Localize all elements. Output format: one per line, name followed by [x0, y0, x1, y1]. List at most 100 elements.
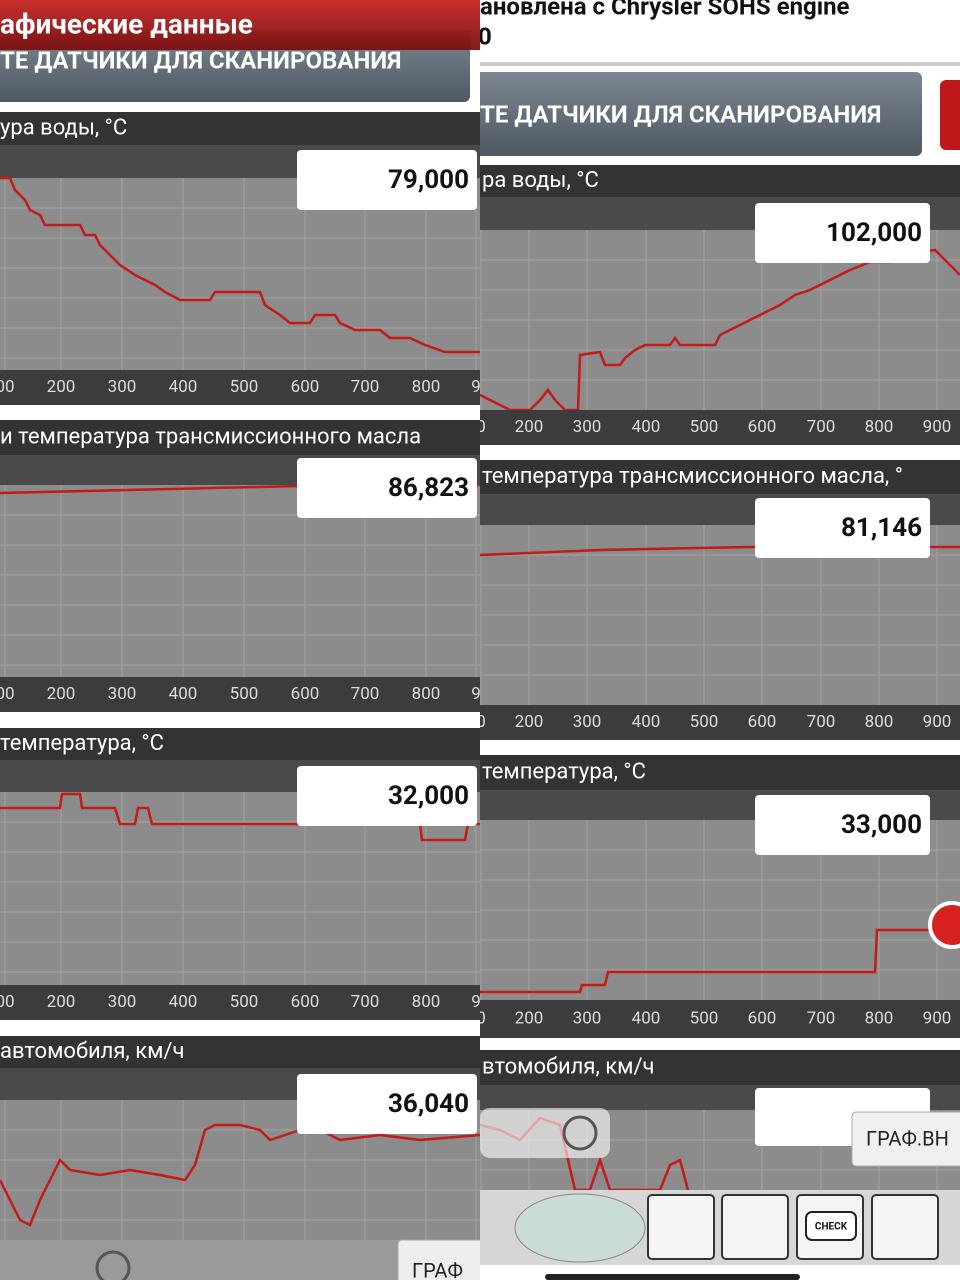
graph-label-bar	[0, 112, 480, 145]
x-tick-label: 300	[573, 712, 602, 732]
zoom-button[interactable]	[562, 1115, 598, 1151]
x-tick-label: 600	[748, 417, 777, 437]
x-tick-label: 500	[690, 712, 719, 732]
graph-label-bar	[480, 755, 960, 790]
x-tick-label: 500	[230, 992, 259, 1012]
x-tick-label: 9	[471, 992, 481, 1012]
graph-label: ра воды, °C	[482, 168, 599, 193]
graph-label: ура воды, °C	[0, 115, 127, 140]
x-tick-label: 200	[515, 712, 544, 732]
zoom-button[interactable]	[95, 1250, 131, 1280]
sensor-trace	[0, 792, 480, 842]
x-tick-label: 900	[923, 1008, 952, 1028]
value-box	[755, 498, 930, 558]
x-tick-label: 800	[865, 417, 894, 437]
check-icon	[805, 1211, 857, 1241]
x-tick-label: 0	[476, 417, 486, 437]
tick-bar	[0, 677, 480, 712]
graph-label-bar	[480, 460, 960, 494]
value-box	[297, 766, 477, 826]
sensor-trace	[480, 248, 960, 412]
graph-label: и температура трансмиссионного масла	[0, 424, 421, 449]
value-box	[297, 150, 477, 210]
graph-label: температура, °C	[0, 731, 164, 756]
tab[interactable]	[851, 1111, 960, 1167]
screen-title: афические данные	[0, 7, 253, 40]
x-tick-label: 900	[923, 712, 952, 732]
graph-label-bar	[0, 1036, 480, 1068]
x-tick-label: 500	[230, 684, 259, 704]
x-tick-label: 600	[748, 712, 777, 732]
x-tick-label: 300	[108, 992, 137, 1012]
x-tick-label: 200	[47, 992, 76, 1012]
x-tick-label: 0	[476, 1008, 486, 1028]
x-tick-label: 300	[573, 417, 602, 437]
toolbar-button[interactable]	[721, 1194, 789, 1260]
x-tick-label: 200	[47, 377, 76, 397]
x-tick-label: 700	[807, 712, 836, 732]
x-tick-label: 700	[351, 684, 380, 704]
exit-button[interactable]	[940, 80, 960, 150]
x-tick-label: 600	[291, 684, 320, 704]
x-tick-label: 400	[632, 417, 661, 437]
tick-bar	[480, 1000, 960, 1038]
tick-bar	[480, 410, 960, 445]
x-tick-label: 600	[748, 1008, 777, 1028]
value-readout: 86,823	[388, 473, 469, 503]
value-box	[755, 795, 930, 855]
x-tick-label: 900	[923, 417, 952, 437]
zoom-panel	[480, 1108, 610, 1158]
header-line: ановлена с Chrysler SOHS engine	[480, 0, 850, 20]
tab[interactable]	[397, 1239, 488, 1280]
x-tick-label: 800	[412, 684, 441, 704]
x-tick-label: 300	[573, 1008, 602, 1028]
x-tick-label: 800	[865, 1008, 894, 1028]
x-tick-label: 800	[412, 377, 441, 397]
title-bar	[0, 0, 480, 50]
graph-label: втомобиля, км/ч	[482, 1054, 655, 1079]
value-box	[297, 458, 477, 518]
x-tick-label: 500	[690, 417, 719, 437]
header-line: 0	[478, 22, 492, 50]
cursor-handle[interactable]	[928, 901, 960, 949]
graph-label-bar	[480, 1050, 960, 1085]
x-tick-label: 00	[0, 377, 15, 397]
value-box	[297, 1074, 477, 1134]
tab-label: ГРАФ	[412, 1258, 463, 1280]
x-tick-label: 700	[351, 377, 380, 397]
car-image	[514, 1193, 646, 1263]
home-indicator	[545, 1274, 800, 1280]
toolbar-button[interactable]	[871, 1194, 939, 1260]
x-tick-label: 00	[0, 992, 15, 1012]
value-readout: 36,040	[388, 1089, 469, 1119]
graph-label: температура трансмиссионного масла, °	[482, 464, 903, 489]
tick-bar	[480, 705, 960, 740]
graph-label: автомобиля, км/ч	[0, 1039, 184, 1064]
toolbar-button[interactable]	[647, 1194, 715, 1260]
value-readout: 102,000	[826, 218, 922, 248]
x-tick-label: 600	[291, 992, 320, 1012]
x-tick-label: 9	[471, 684, 481, 704]
left-screen: ТЕ ДАТЧИКИ ДЛЯ СКАНИРОВАНИЯ афические дан…	[0, 0, 488, 1280]
value-readout: 32,000	[388, 781, 469, 811]
x-tick-label: 300	[108, 684, 137, 704]
x-tick-label: 700	[807, 417, 836, 437]
value-box	[755, 203, 930, 263]
x-tick-label: 0	[476, 712, 486, 732]
toolbar-badge: CHECK	[815, 1222, 848, 1233]
value-readout: 81,146	[841, 513, 922, 543]
tick-bar	[0, 985, 480, 1020]
button[interactable]	[460, 72, 922, 156]
x-tick-label: 200	[47, 684, 76, 704]
x-tick-label: 800	[865, 712, 894, 732]
sensor-trace	[480, 928, 960, 994]
x-tick-label: 500	[230, 377, 259, 397]
x-tick-label: 400	[632, 712, 661, 732]
x-tick-label: 200	[515, 417, 544, 437]
x-tick-label: 00	[0, 684, 15, 704]
x-tick-label: 800	[412, 992, 441, 1012]
sensor-trace	[0, 176, 480, 354]
x-tick-label: 600	[291, 377, 320, 397]
